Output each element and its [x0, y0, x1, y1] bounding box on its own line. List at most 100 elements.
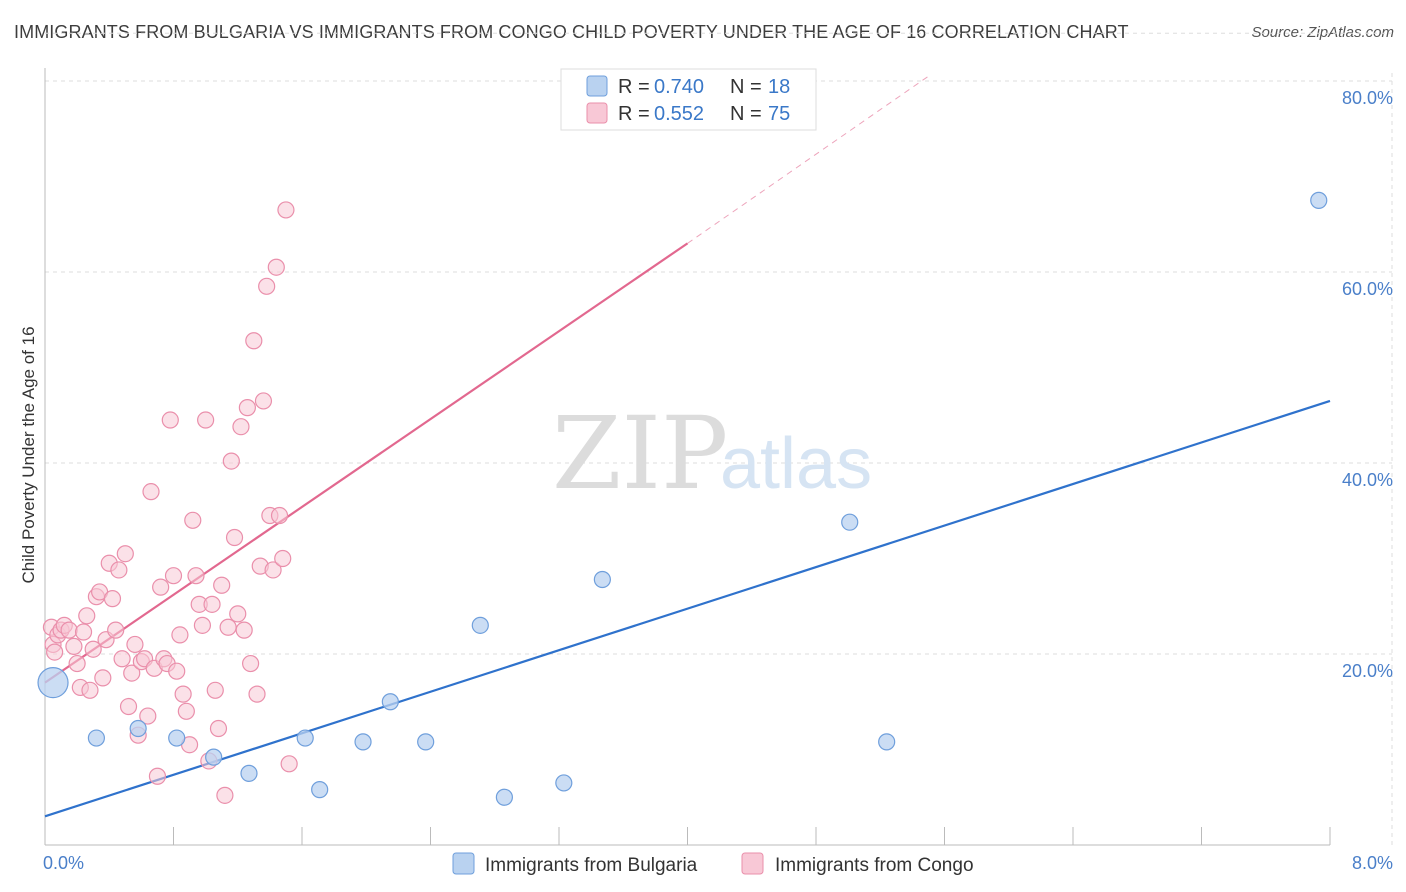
source-credit: Source: ZipAtlas.com: [1251, 24, 1394, 41]
data-point-congo: [68, 654, 86, 673]
series-legend-label-bulgaria: Immigrants from Bulgaria: [485, 855, 698, 876]
data-point-congo: [164, 567, 183, 585]
data-point-congo: [148, 767, 167, 785]
data-point-congo: [78, 607, 96, 625]
legend-r-label-bulgaria: R =: [618, 76, 650, 98]
series-legend-swatch-bulgaria: [452, 852, 475, 875]
legend-swatch-congo: [586, 102, 608, 124]
data-point-congo: [152, 578, 170, 596]
watermark-zip: ZIP: [552, 395, 728, 512]
data-point-congo: [94, 669, 112, 687]
legend-n-value-bulgaria: 18: [768, 76, 790, 98]
data-point-congo: [123, 664, 141, 682]
data-point-congo: [245, 332, 263, 350]
data-point-congo: [267, 258, 285, 276]
data-point-congo: [229, 605, 247, 623]
x-tick-label: 8.0%: [1352, 853, 1393, 873]
data-point-congo: [248, 685, 266, 703]
y-tick-label: 20.0%: [1342, 661, 1393, 681]
watermark: ZIP atlas: [552, 395, 872, 512]
data-point-congo: [81, 681, 99, 699]
data-point-congo: [119, 697, 138, 716]
data-point-congo: [242, 654, 260, 673]
data-point-bulgaria: [417, 733, 435, 751]
data-point-bulgaria: [240, 764, 258, 782]
data-point-congo: [206, 681, 224, 699]
x-tick-label: 0.0%: [43, 853, 84, 873]
data-point-congo: [187, 567, 205, 585]
series-legend-label-congo: Immigrants from Congo: [775, 855, 974, 876]
data-point-congo: [270, 506, 289, 525]
data-point-congo: [254, 392, 273, 410]
data-point-bulgaria: [878, 733, 896, 751]
data-point-bulgaria: [129, 719, 147, 738]
data-point-congo: [168, 662, 186, 680]
data-point-bulgaria: [495, 788, 513, 806]
data-point-bulgaria: [311, 781, 329, 799]
trend-lines: [44, 75, 1331, 818]
data-point-bulgaria: [296, 729, 314, 747]
stats-legend: R = 0.740 N = 18 R = 0.552 N = 75: [560, 68, 817, 131]
data-point-congo: [60, 621, 78, 639]
data-point-congo: [174, 685, 192, 703]
data-point-congo: [222, 452, 240, 470]
data-point-congo: [110, 561, 128, 579]
data-point-bulgaria: [471, 616, 489, 634]
legend-swatch-bulgaria: [586, 75, 608, 97]
data-point-congo: [264, 561, 282, 579]
trend-line-bulgaria: [44, 399, 1331, 818]
data-point-bulgaria: [555, 774, 573, 792]
data-points: [37, 191, 1328, 806]
data-point-congo: [280, 755, 298, 773]
data-point-congo: [232, 418, 250, 436]
chart-title: IMMIGRANTS FROM BULGARIA VS IMMIGRANTS F…: [14, 22, 1129, 42]
data-point-congo: [238, 399, 256, 417]
data-point-congo: [184, 511, 202, 529]
axes: 20.0% 40.0% 60.0% 80.0% 0.0% 8.0%: [43, 68, 1393, 873]
legend-r-label-congo: R =: [618, 103, 650, 125]
data-point-congo: [74, 623, 93, 641]
data-point-congo: [235, 621, 253, 639]
data-point-congo: [197, 411, 215, 429]
data-point-congo: [113, 650, 131, 668]
data-point-bulgaria: [593, 570, 611, 589]
data-point-congo: [171, 626, 189, 644]
data-point-congo: [213, 576, 231, 594]
legend-n-label-congo: N =: [730, 103, 762, 125]
data-point-bulgaria: [87, 729, 106, 747]
y-axis-label: Child Poverty Under the Age of 16: [19, 326, 38, 583]
legend-r-value-congo: 0.552: [654, 103, 704, 125]
data-point-congo: [193, 616, 212, 634]
data-point-congo: [219, 618, 237, 636]
data-point-congo: [209, 719, 228, 738]
data-point-congo: [65, 637, 83, 655]
data-point-congo: [103, 590, 122, 608]
watermark-atlas: atlas: [720, 424, 872, 504]
data-point-congo: [161, 411, 179, 429]
data-point-congo: [274, 549, 292, 568]
data-point-bulgaria: [168, 729, 186, 747]
y-tick-label: 60.0%: [1342, 279, 1393, 299]
trend-line-congo: [44, 242, 689, 684]
data-point-congo: [126, 635, 144, 654]
series-legend: Immigrants from Bulgaria Immigrants from…: [452, 852, 974, 876]
data-point-congo: [116, 545, 134, 563]
series-legend-swatch-congo: [741, 852, 764, 875]
trend-line-congo-extension: [687, 75, 929, 244]
data-point-congo: [46, 643, 64, 661]
data-point-congo: [216, 786, 234, 804]
legend-n-label-bulgaria: N =: [730, 76, 762, 98]
y-tick-label: 80.0%: [1342, 88, 1393, 108]
legend-r-value-bulgaria: 0.740: [654, 76, 704, 98]
data-point-congo: [107, 621, 125, 639]
data-point-bulgaria: [37, 667, 69, 699]
data-point-congo: [258, 277, 276, 295]
y-tick-label: 40.0%: [1342, 470, 1393, 490]
data-point-bulgaria: [841, 513, 859, 531]
data-point-congo: [142, 483, 160, 501]
legend-n-value-congo: 75: [768, 103, 790, 125]
data-point-congo: [139, 707, 157, 725]
data-point-bulgaria: [205, 748, 223, 766]
data-point-congo: [203, 595, 221, 613]
